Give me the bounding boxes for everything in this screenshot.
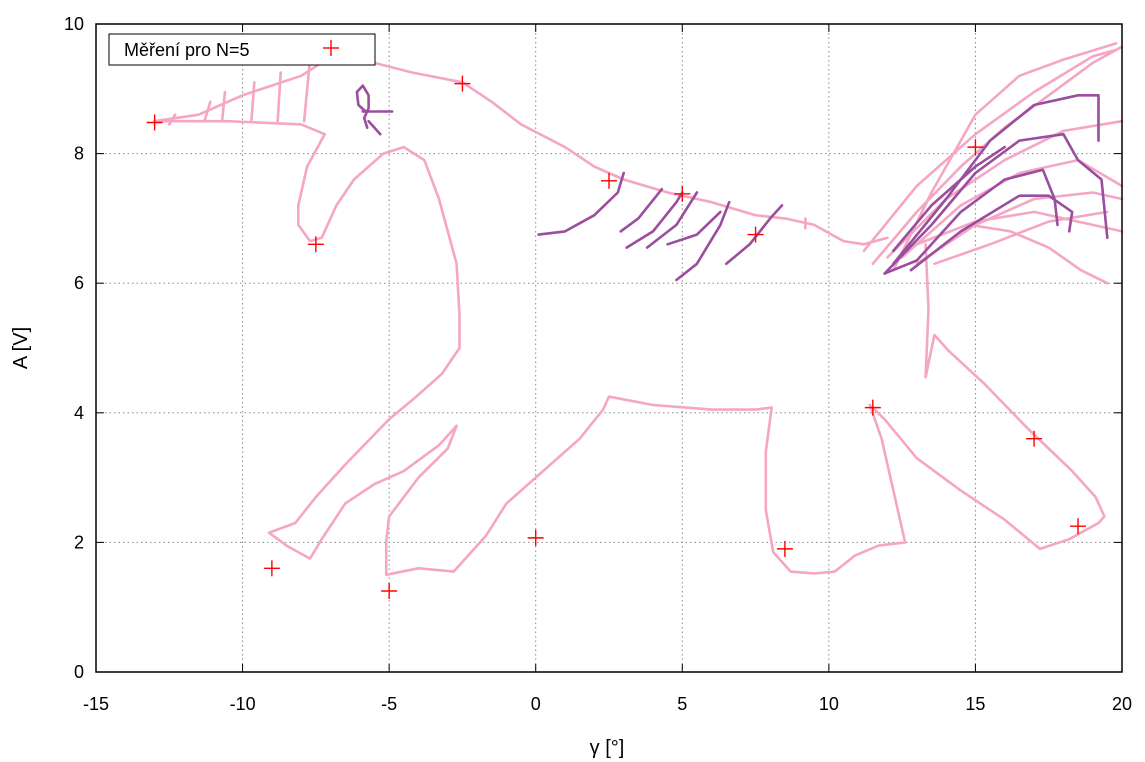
doodle-stroke <box>909 194 1074 272</box>
legend-marker <box>323 40 339 56</box>
doodle-stroke <box>168 113 177 126</box>
plot-frame <box>95 23 1123 673</box>
doodle-stroke <box>302 58 312 123</box>
doodle-stroke <box>367 119 382 136</box>
x-tick-label: -15 <box>83 694 109 714</box>
doodle-stroke <box>883 168 1059 275</box>
doodle-stroke <box>276 71 283 123</box>
y-tick-label: 8 <box>74 144 84 164</box>
doodle-stroke <box>891 145 1007 253</box>
y-axis-label: A [V] <box>10 327 32 369</box>
data-point <box>1026 430 1043 447</box>
data-point <box>527 529 544 546</box>
legend-label: Měření pro N=5 <box>124 40 250 60</box>
x-tick-label: 20 <box>1112 694 1132 714</box>
doodle-stroke <box>153 47 889 246</box>
legend: Měření pro N=5 <box>108 33 376 66</box>
data-point <box>381 583 398 599</box>
data-point <box>146 114 163 131</box>
doodle-stroke <box>933 210 1109 266</box>
x-tick-label: -10 <box>230 694 256 714</box>
doodle-stroke <box>724 204 784 266</box>
doodle-stroke <box>645 191 699 249</box>
doodle-stroke <box>666 210 722 246</box>
y-tick-label: 4 <box>74 403 84 423</box>
data-point <box>1070 518 1087 535</box>
doodle-stroke <box>267 132 1106 577</box>
data-point <box>776 540 793 557</box>
x-tick-label: -5 <box>381 694 397 714</box>
doodle-stroke <box>900 158 1124 259</box>
doodle-stroke <box>625 191 684 249</box>
x-axis-label: γ [°] <box>590 737 625 759</box>
doodle-stroke <box>891 94 1100 266</box>
doodle-stroke <box>220 90 227 123</box>
x-tick-label: 5 <box>677 694 687 714</box>
doodle-stroke <box>915 210 1124 246</box>
data-point <box>307 236 324 253</box>
tick-marks <box>95 23 1123 673</box>
doodle-stroke <box>153 119 327 136</box>
y-tick-label: 0 <box>74 662 84 682</box>
doodle-stroke <box>203 100 212 123</box>
data-point <box>967 139 984 156</box>
x-tick-label: 0 <box>531 694 541 714</box>
doodle-stroke <box>886 119 1124 259</box>
doodle-stroke <box>883 132 1109 275</box>
data-point <box>747 226 764 243</box>
legend-box <box>108 33 376 66</box>
doodle-stroke <box>862 48 1118 253</box>
x-tick-label: 10 <box>819 694 839 714</box>
doodle-stroke <box>675 200 731 282</box>
doodle-stroke <box>355 84 370 129</box>
y-tick-label: 10 <box>64 14 84 34</box>
y-tick-label: 2 <box>74 532 84 552</box>
data-point <box>864 399 881 416</box>
doodle-stroke <box>537 171 626 236</box>
data-point <box>263 560 280 577</box>
y-tick-label: 6 <box>74 273 84 293</box>
data-point <box>454 75 471 92</box>
doodle-drawing <box>153 42 1124 577</box>
data-point <box>674 185 691 202</box>
doodle-stroke <box>619 187 664 233</box>
data-point <box>601 172 617 189</box>
tick-labels: -15 -10 -5 0 5 10 15 20 0 2 4 6 8 10 <box>64 14 1132 714</box>
doodle-stroke <box>891 42 1118 272</box>
x-tick-label: 15 <box>965 694 985 714</box>
doodle-stroke <box>250 81 256 123</box>
doodle-stroke <box>968 223 1109 285</box>
